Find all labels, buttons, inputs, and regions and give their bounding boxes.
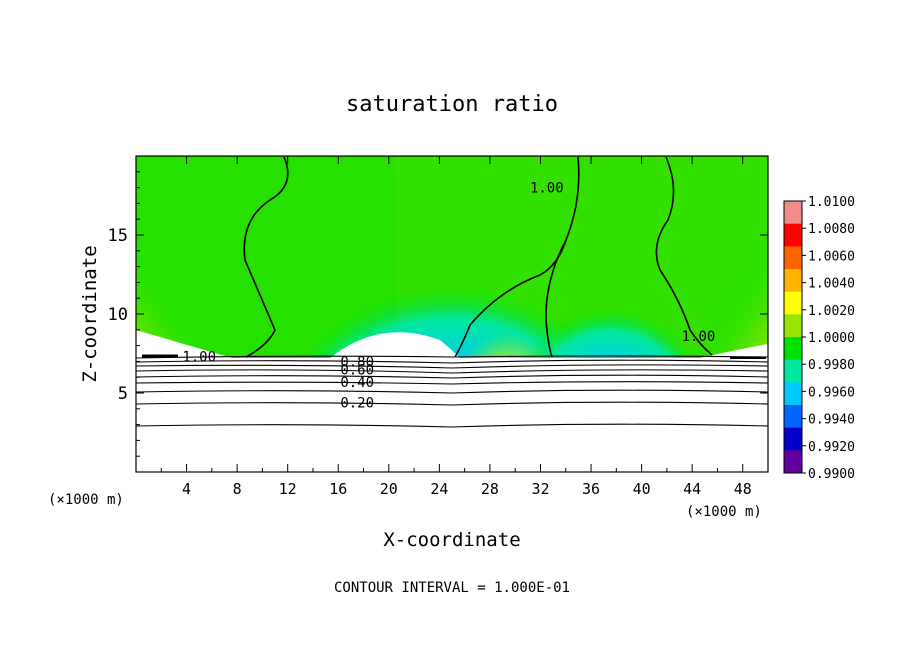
x-tick-label: 16 — [329, 480, 347, 498]
colorbar-label: 1.0100 — [808, 195, 855, 210]
colorbar-swatch — [784, 450, 802, 474]
x-axis-label: X-coordinate — [383, 529, 520, 551]
x-tick-label: 28 — [481, 480, 499, 498]
colorbar-label: 1.0020 — [808, 304, 855, 319]
colorbar-swatch — [784, 246, 802, 270]
x-unit-right: (×1000 m) — [686, 504, 762, 520]
y-tick-label: 5 — [118, 384, 128, 404]
colorbar-swatch — [784, 201, 802, 225]
x-tick-label: 20 — [380, 480, 398, 498]
x-tick-label: 36 — [582, 480, 600, 498]
colorbar: 1.0100 1.0080 1.0060 1.0040 1.0020 1.0000 0.99… — [783, 195, 855, 482]
y-tick-label: 10 — [108, 305, 128, 325]
contour-label: 1.00 — [530, 181, 564, 197]
colorbar-label: 1.0080 — [808, 222, 855, 237]
x-tick-label: 32 — [531, 480, 549, 498]
colorbar-swatch — [784, 427, 802, 451]
colorbar-swatch — [784, 359, 802, 383]
y-tick-label: 15 — [108, 226, 128, 246]
x-tick-label: 48 — [734, 480, 752, 498]
y-axis: 5 10 15 — [108, 171, 768, 457]
x-tick-label: 40 — [633, 480, 651, 498]
colorbar-label: 0.9960 — [808, 385, 855, 400]
y-axis-label: Z-coordinate — [79, 245, 101, 382]
colorbar-label: 1.0000 — [808, 331, 855, 346]
colorbar-label: 0.9920 — [808, 440, 855, 455]
contour-interval-note: CONTOUR INTERVAL = 1.000E-01 — [334, 580, 570, 596]
colorbar-swatch — [784, 337, 802, 361]
x-unit-left: (×1000 m) — [48, 492, 124, 508]
x-tick-label: 24 — [430, 480, 448, 498]
contour-labels: 1.00 0.800.600.40 0.20 1.00 1.00 — [182, 181, 715, 412]
colorbar-swatch — [784, 405, 802, 429]
colorbar-swatch — [784, 314, 802, 338]
contour-label: 0.60 — [340, 362, 374, 378]
contour-label: 0.80 — [340, 354, 374, 370]
colorbar-swatch — [784, 223, 802, 247]
colorbar-label: 0.9900 — [808, 467, 855, 482]
x-axis: 4 8 12 16 20 24 28 32 36 40 44 48 — [160, 156, 752, 498]
colorbar-label: 1.0060 — [808, 249, 855, 264]
x-tick-label: 8 — [233, 480, 242, 498]
x-tick-label: 4 — [182, 480, 191, 498]
colorbar-swatch — [784, 382, 802, 406]
x-tick-label: 44 — [683, 480, 701, 498]
x-tick-label: 12 — [279, 480, 297, 498]
contour-label: 0.40 — [340, 375, 374, 391]
colorbar-swatch — [784, 291, 802, 315]
colorbar-label: 0.9980 — [808, 358, 855, 373]
contour-label: 1.00 — [682, 329, 716, 345]
colorbar-label: 0.9940 — [808, 413, 855, 428]
contour-label: 0.20 — [340, 395, 374, 411]
chart-title: saturation ratio — [346, 92, 558, 117]
contour-label: 1.00 — [182, 350, 216, 366]
colorbar-swatch — [784, 269, 802, 293]
lower-contours — [135, 355, 769, 428]
colorbar-label: 1.0040 — [808, 277, 855, 292]
color-field — [136, 156, 768, 358]
